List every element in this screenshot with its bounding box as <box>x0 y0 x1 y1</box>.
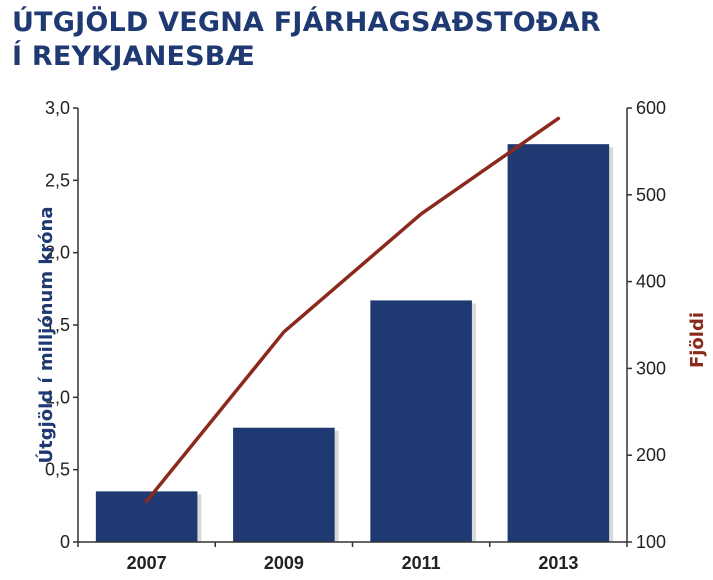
y-left-tick-label: 3,0 <box>45 98 70 118</box>
chart-title-line-2: Í REYKJANESBÆ <box>12 41 256 72</box>
x-tick-label-2009: 2009 <box>264 553 304 573</box>
y-left-tick-label: 0,5 <box>45 460 70 480</box>
y-right-tick-label: 400 <box>636 272 666 292</box>
bar-2009 <box>233 427 335 542</box>
axes-group: 0 0,5 1,0 1,5 2,0 2,5 3,0 100 200 300 400 500 600 200… <box>45 98 666 573</box>
bars-group <box>95 144 614 542</box>
y-axis-right-label: Fjöldi <box>687 312 708 368</box>
chart-title-line-1: ÚTGJÖLD VEGNA FJÁRHAGSAÐSTOÐAR <box>12 7 601 38</box>
y-right-tick-label: 200 <box>636 445 666 465</box>
y-left-tick-label: 0 <box>60 532 70 552</box>
y-left-tick-label: 1,5 <box>45 315 70 335</box>
line-group <box>144 116 561 503</box>
y-right-tick-label: 500 <box>636 185 666 205</box>
y-left-tick-label: 2,0 <box>45 243 70 263</box>
y-left-tick-label: 1,0 <box>45 387 70 407</box>
chart-title: ÚTGJÖLD VEGNA FJÁRHAGSAÐSTOÐAR Í REYKJAN… <box>12 6 601 74</box>
y-left-tick-label: 2,5 <box>45 170 70 190</box>
x-tick-label-2011: 2011 <box>402 553 441 573</box>
bar-2011 <box>370 300 472 542</box>
x-tick-label-2013: 2013 <box>538 553 578 573</box>
y-right-tick-label: 100 <box>636 532 666 552</box>
y-axis-left-label: Útgjöld í milljónum króna <box>35 206 57 463</box>
x-tick-label-2007: 2007 <box>127 553 167 573</box>
y-right-tick-label: 300 <box>636 358 666 378</box>
y-right-tick-label: 600 <box>636 98 666 118</box>
count-line <box>144 116 561 503</box>
bar-2013 <box>507 144 610 542</box>
